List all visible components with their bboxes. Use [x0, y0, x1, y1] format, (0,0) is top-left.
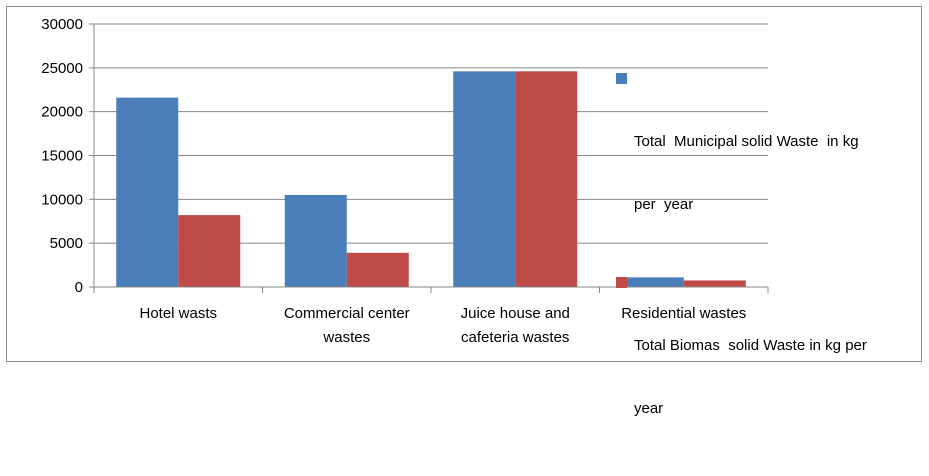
legend-swatch-municipal [616, 73, 627, 84]
bar-series-1-cat-2 [284, 194, 347, 287]
legend-label-municipal-line-2: per year [634, 196, 694, 213]
x-tick-label: wastes [322, 329, 370, 346]
bar-series-2-cat-3 [515, 71, 578, 287]
axes [89, 23, 769, 293]
y-tick-label: 10000 [41, 191, 83, 208]
x-tick-label: Hotel wasts [139, 305, 217, 322]
bar-series-1-cat-1 [116, 97, 179, 287]
y-tick-label: 15000 [41, 148, 83, 165]
x-tick-label: cafeteria wastes [461, 329, 569, 346]
x-tick-label: Commercial center [284, 305, 410, 322]
y-tick-labels: 0 5000 10000 15000 20000 25000 30000 [41, 16, 83, 296]
x-tick-labels: Hotel wasts Commercial center wastes Juice … [139, 305, 746, 346]
legend-swatch-biomass [616, 277, 627, 288]
y-tick-label: 30000 [41, 16, 83, 33]
bar-series-2-cat-4 [683, 280, 746, 287]
bar-series-2-cat-1 [178, 215, 241, 287]
legend-label-biomass-line-1: Total Biomas solid Waste in kg per [634, 337, 867, 354]
bar-series-1-cat-4 [621, 277, 684, 287]
y-tick-label: 20000 [41, 104, 83, 121]
x-tick-label: Residential wastes [621, 305, 746, 322]
legend-label-biomass-line-2: year [634, 400, 664, 417]
bar-chart: 0 5000 10000 15000 20000 25000 30000 Hotel was… [41, 16, 769, 346]
legend: Total Municipal solid Waste in kg per ye… [616, 68, 916, 476]
bar-series-1-cat-3 [453, 71, 516, 287]
legend-item-municipal: Total Municipal solid Waste in kg per ye… [616, 68, 916, 257]
y-tick-label: 5000 [50, 235, 83, 252]
bar-series-2-cat-2 [346, 252, 409, 287]
x-tick-label: Juice house and [461, 305, 570, 322]
y-tick-label: 25000 [41, 60, 83, 77]
bars [116, 71, 746, 287]
y-tick-label: 0 [75, 279, 83, 296]
legend-label-municipal-line-1: Total Municipal solid Waste in kg [634, 133, 859, 150]
